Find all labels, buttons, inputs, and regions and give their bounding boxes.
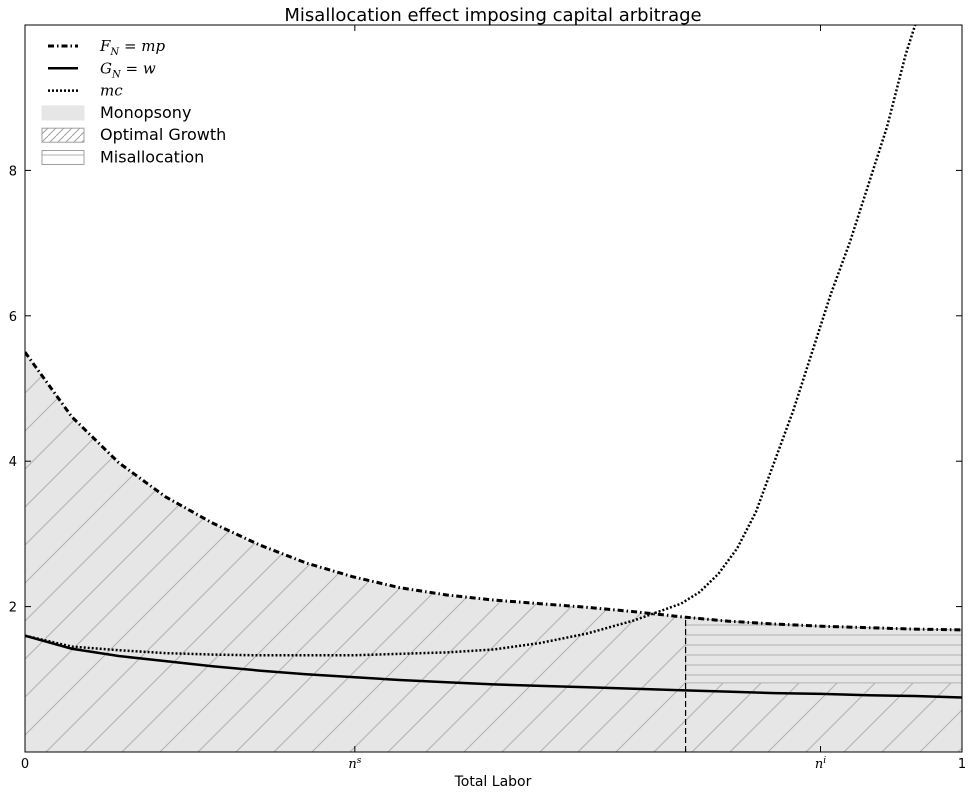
legend-label: Optimal Growth — [100, 125, 226, 144]
chart-title: Misallocation effect imposing capital ar… — [284, 5, 701, 26]
y-tick-label: 4 — [9, 455, 17, 470]
legend-label: GN = w — [100, 59, 156, 80]
misallocation-region — [685, 616, 962, 684]
axes: 2 4 6 8 0 ns ni 1 — [9, 25, 966, 772]
plot-frame — [24, 24, 963, 753]
x-tick-label: ns — [348, 756, 361, 772]
y-tick-label: 6 — [9, 310, 17, 325]
x-tick-label: ni — [815, 756, 826, 772]
shaded-regions — [25, 352, 962, 752]
series-line-mc — [25, 25, 917, 657]
legend-item: Optimal Growth — [41, 125, 226, 144]
legend-label: Monopsony — [100, 103, 191, 122]
legend-swatch — [41, 150, 85, 165]
legend-item: FN = mp — [48, 37, 166, 58]
x-axis-label: Total Labor — [454, 774, 532, 790]
legend-item: mc — [48, 82, 123, 100]
legend-swatch — [41, 105, 85, 121]
legend-label: FN = mp — [99, 37, 166, 58]
y-tick-label: 8 — [9, 164, 17, 179]
series-line-fn — [25, 351, 962, 632]
legend-item: Misallocation — [41, 148, 204, 167]
legend-item: Monopsony — [41, 103, 191, 122]
legend-label: Misallocation — [100, 148, 204, 167]
legend-swatch — [41, 127, 85, 143]
optimal-growth-region — [25, 352, 962, 752]
series-lines — [25, 25, 962, 752]
x-tick-label: 1 — [958, 757, 966, 772]
y-tick-label: 2 — [9, 601, 17, 616]
legend-label: mc — [100, 82, 123, 100]
series-line-gn — [25, 634, 962, 699]
x-tick-label: 0 — [21, 757, 29, 772]
legend-item: GN = w — [48, 59, 156, 80]
